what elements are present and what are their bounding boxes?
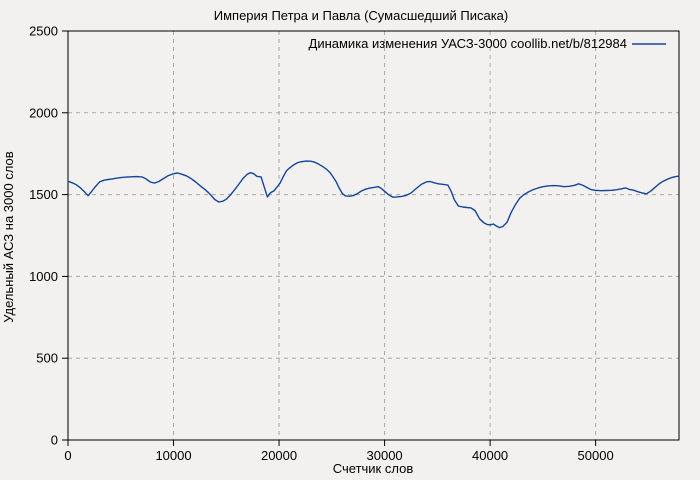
x-tick-label: 20000 [261,448,297,463]
chart-title: Империя Петра и Павла (Сумасшедший Писак… [214,8,508,23]
plot-border [67,30,680,441]
y-tick-label: 2500 [29,24,58,39]
axis-ticks [62,30,597,446]
y-tick-label: 0 [51,433,58,448]
data-series-layer [67,160,680,229]
legend-label: Динамика изменения УАСЗ-3000 coollib.net… [309,36,627,51]
y-tick-label: 2000 [29,105,58,120]
y-tick-label: 1500 [29,187,58,202]
x-tick-label: 0 [64,448,71,463]
x-tick-label: 50000 [578,448,614,463]
series-line [67,160,680,229]
x-tick-label: 40000 [472,448,508,463]
y-axis-label: Удельный АСЗ на 3000 слов [1,151,16,322]
x-tick-label: 10000 [155,448,191,463]
x-axis-label: Счетчик слов [333,461,414,476]
y-tick-label: 1000 [29,269,58,284]
grid-lines [68,31,679,440]
y-tick-label: 500 [36,351,58,366]
axis-tick-labels: 0 10000 20000 30000 40000 50000 0 500 1000 1500 20… [29,24,614,464]
legend: Динамика изменения УАСЗ-3000 coollib.net… [309,36,666,51]
x-tick-label: 30000 [367,448,403,463]
